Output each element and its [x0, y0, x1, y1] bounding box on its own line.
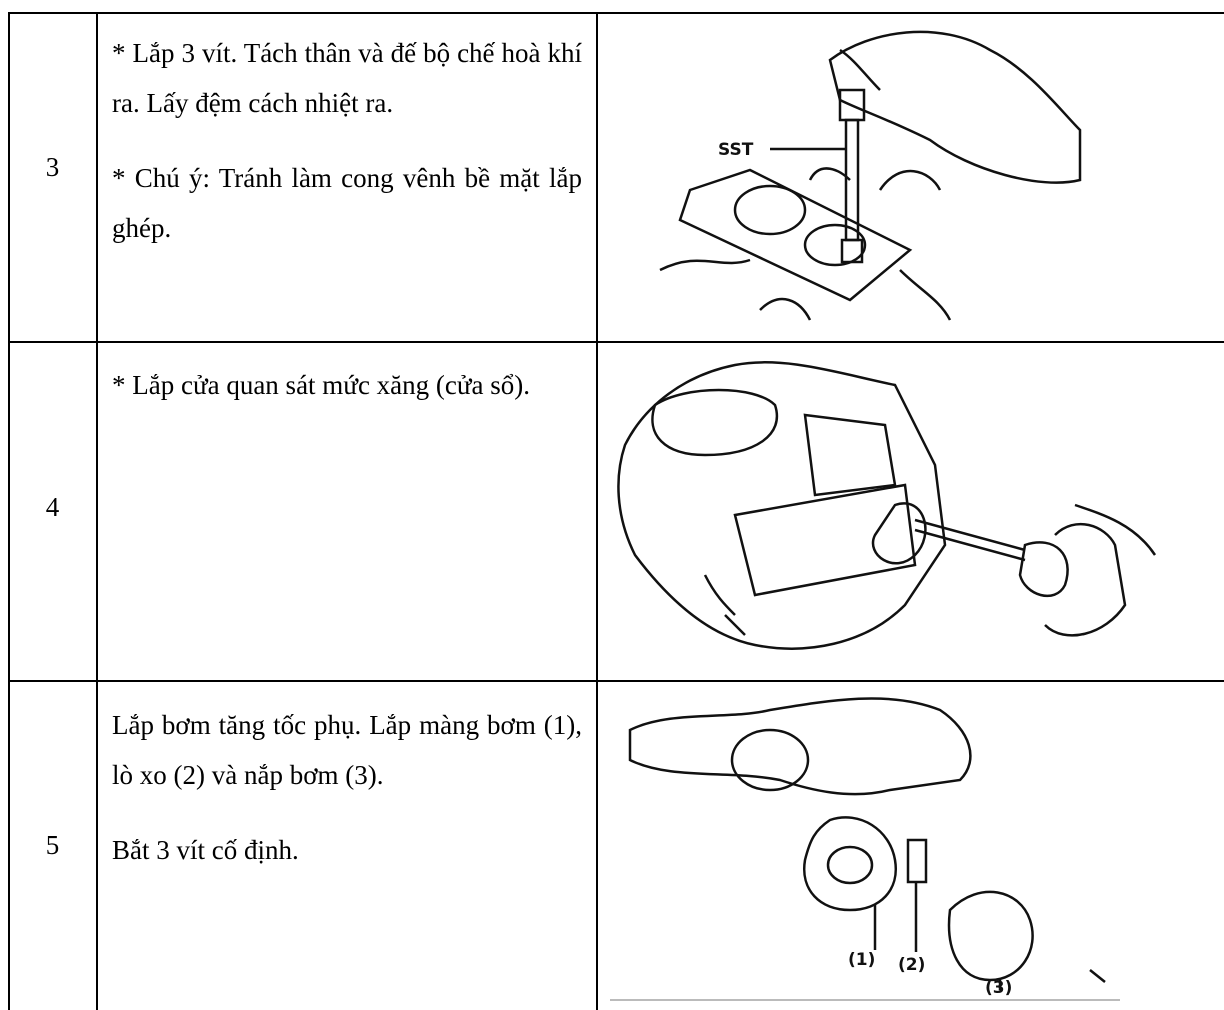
- figure: SST: [659, 30, 1082, 321]
- figure-label: (1): [848, 950, 875, 970]
- table-border: [8, 680, 1224, 682]
- step-text: * Lắp 3 vít. Tách thân và đế bộ chế hoà …: [112, 28, 582, 278]
- step-number: 5: [45, 830, 60, 860]
- table-border: [8, 12, 10, 1010]
- step-number: 3: [45, 152, 60, 182]
- table-border: [596, 12, 598, 1010]
- paragraph: * Lắp 3 vít. Tách thân và đế bộ chế hoà …: [112, 38, 582, 118]
- figure-label: (2): [898, 955, 925, 975]
- figure-label: SST: [718, 140, 754, 160]
- figure: (1) (2) (3): [610, 697, 1120, 1001]
- step-number: 4: [45, 492, 60, 522]
- table-border: [8, 341, 1224, 343]
- figure-label: (3): [985, 978, 1012, 998]
- table-border: [8, 12, 1224, 14]
- figure: [617, 361, 1157, 650]
- step-text: * Lắp cửa quan sát mức xăng (cửa sổ).: [112, 360, 582, 435]
- paragraph: * Chú ý: Tránh làm cong vênh bề mặt lắp …: [112, 163, 582, 243]
- paragraph: * Lắp cửa quan sát mức xăng (cửa sổ).: [112, 370, 530, 400]
- paragraph: Bắt 3 vít cố định.: [112, 835, 299, 865]
- paragraph: Lắp bơm tăng tốc phụ. Lắp màng bơm (1), …: [112, 710, 582, 790]
- table-border: [96, 12, 98, 1010]
- step-text: Lắp bơm tăng tốc phụ. Lắp màng bơm (1), …: [112, 700, 582, 900]
